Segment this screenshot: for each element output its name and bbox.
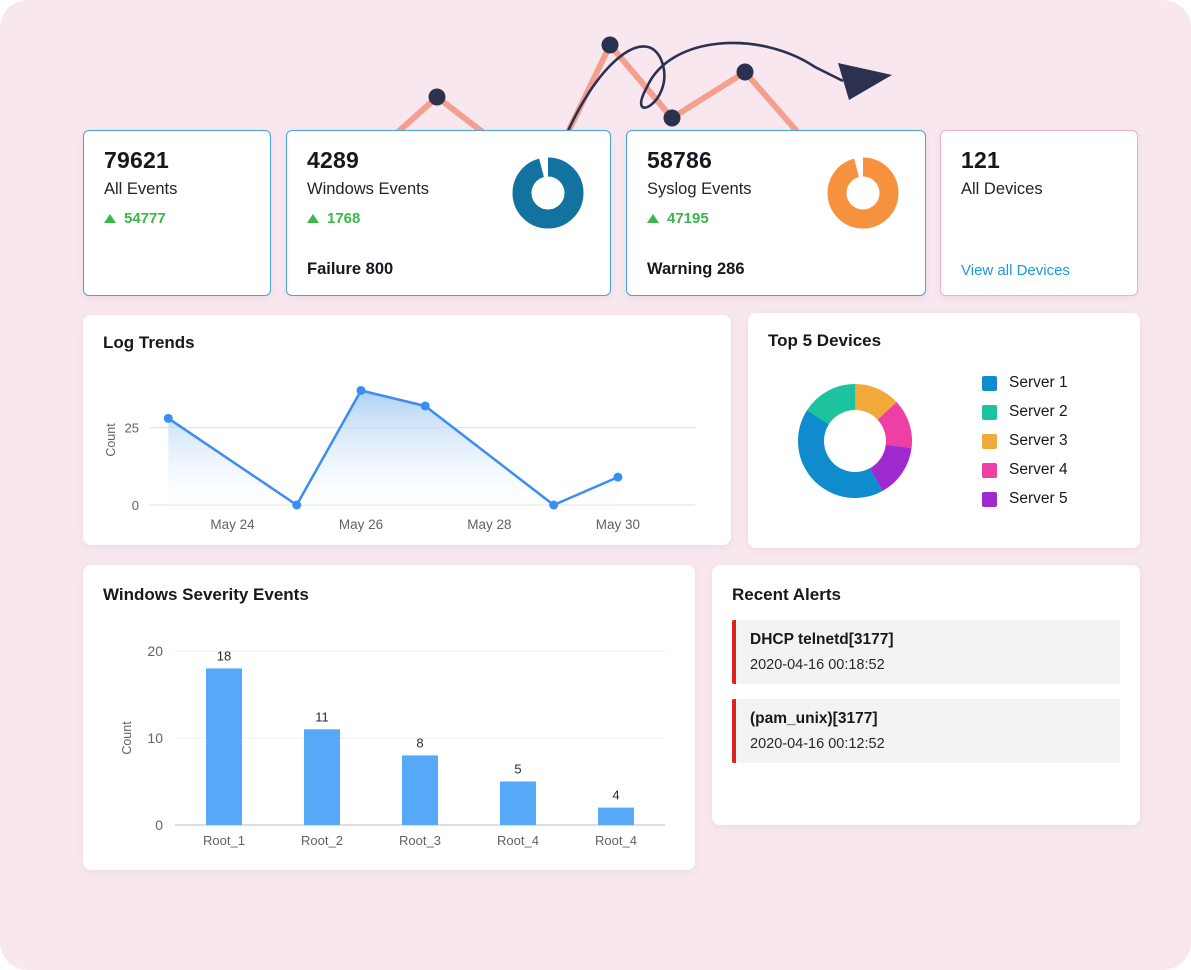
panel-title: Top 5 Devices	[768, 331, 882, 350]
stat-label: All Devices	[961, 180, 1043, 198]
legend-swatch	[982, 433, 997, 449]
stat-value: 79621	[104, 147, 169, 173]
legend-label: Server 1	[1009, 374, 1068, 391]
delta-up: 54777	[104, 210, 250, 227]
panel-title: Recent Alerts	[732, 585, 841, 604]
svg-text:5: 5	[514, 762, 521, 777]
stat-card-all-devices: 121 All Devices View all Devices	[940, 130, 1138, 296]
panel-title: Windows Severity Events	[103, 585, 309, 604]
delta-value: 47195	[667, 210, 709, 227]
delta-value: 1768	[327, 210, 361, 227]
svg-text:25: 25	[125, 421, 139, 436]
legend-item: Server 3	[982, 432, 1068, 450]
svg-text:May 28: May 28	[467, 517, 511, 532]
legend-label: Server 4	[1009, 461, 1068, 478]
legend-label: Server 3	[1009, 432, 1068, 449]
legend-swatch	[982, 491, 997, 507]
svg-text:Root_1: Root_1	[203, 833, 245, 848]
alert-title: (pam_unix)[3177]	[750, 710, 878, 727]
delta-up: 1768	[307, 210, 590, 227]
view-all-devices-link[interactable]: View all Devices	[961, 262, 1070, 279]
warning-count: Warning 286	[647, 260, 745, 278]
svg-text:May 30: May 30	[596, 517, 640, 532]
legend-swatch	[982, 404, 997, 420]
legend-item: Server 4	[982, 461, 1068, 479]
legend-swatch	[982, 375, 997, 391]
top5-legend: Server 1 Server 2 Server 3 Server 4 Serv…	[982, 363, 1068, 519]
svg-text:10: 10	[147, 730, 163, 746]
failure-count: Failure 800	[307, 260, 394, 278]
stat-card-windows-events: 4289 Windows Events 1768 Failure 800	[286, 130, 611, 296]
svg-text:Count: Count	[120, 721, 134, 755]
legend-label: Server 5	[1009, 490, 1068, 507]
legend-item: Server 5	[982, 490, 1068, 508]
windows-events-donut-chart	[512, 157, 584, 229]
svg-text:Root_2: Root_2	[301, 833, 343, 848]
stat-label: All Events	[104, 180, 178, 198]
top5-devices-donut-chart	[798, 384, 912, 498]
recent-alerts-panel: Recent Alerts DHCP telnetd[3177] 2020-04…	[712, 565, 1140, 825]
alert-timestamp: 2020-04-16 00:12:52	[750, 736, 885, 752]
alert-timestamp: 2020-04-16 00:18:52	[750, 657, 885, 673]
svg-text:Root_4: Root_4	[497, 833, 539, 848]
stat-value: 121	[961, 147, 1000, 173]
alert-title: DHCP telnetd[3177]	[750, 631, 894, 648]
svg-text:Root_4: Root_4	[595, 833, 637, 848]
arrowhead-icon	[838, 63, 892, 100]
alert-item: (pam_unix)[3177] 2020-04-16 00:12:52	[732, 699, 1120, 763]
svg-text:4: 4	[612, 788, 619, 803]
svg-text:8: 8	[416, 735, 423, 750]
svg-text:0: 0	[155, 817, 163, 833]
stat-label: Syslog Events	[647, 180, 752, 198]
legend-item: Server 1	[982, 374, 1068, 392]
svg-text:0: 0	[132, 498, 139, 513]
triangle-up-icon	[647, 214, 659, 223]
svg-text:Root_3: Root_3	[399, 833, 441, 848]
stat-label: Windows Events	[307, 180, 429, 198]
log-trends-panel: Log Trends 0 25 May 24 May 26 May 28 May 30 Co…	[83, 315, 731, 545]
stat-card-syslog-events: 58786 Syslog Events 47195 Warning 286	[626, 130, 926, 296]
legend-swatch	[982, 462, 997, 478]
triangle-up-icon	[307, 214, 319, 223]
svg-text:May 24: May 24	[210, 517, 255, 532]
severity-bar-chart: 0 10 20 18 Root_1 11 Root_2 8 Root_3 5 Root_4 4 Root…	[120, 643, 665, 848]
svg-text:20: 20	[147, 643, 163, 659]
legend-item: Server 2	[982, 403, 1068, 421]
windows-severity-panel: Windows Severity Events 0 10 20 18 Root_1 11 R…	[83, 565, 695, 870]
log-trends-line-chart: 0 25 May 24 May 26 May 28 May 30 Count	[104, 385, 695, 532]
top5-devices-panel: Top 5 Devices Server 1 Server 2 Server 3	[748, 313, 1140, 548]
panel-title: Log Trends	[103, 333, 195, 352]
svg-text:Count: Count	[104, 423, 118, 457]
svg-text:18: 18	[217, 648, 231, 663]
triangle-up-icon	[104, 214, 116, 223]
alert-item: DHCP telnetd[3177] 2020-04-16 00:18:52	[732, 620, 1120, 684]
delta-value: 54777	[124, 210, 166, 227]
stat-card-all-events: 79621 All Events 54777	[83, 130, 271, 296]
legend-label: Server 2	[1009, 403, 1068, 420]
svg-text:11: 11	[315, 709, 329, 724]
svg-text:May 26: May 26	[339, 517, 383, 532]
delta-up: 47195	[647, 210, 905, 227]
syslog-events-donut-chart	[827, 157, 899, 229]
